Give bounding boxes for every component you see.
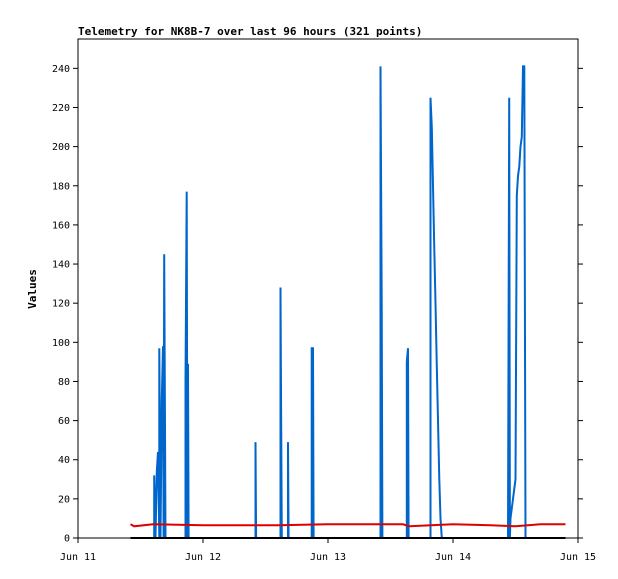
y-tick-label: 240 xyxy=(52,64,70,75)
chart-title: Telemetry for NK8B-7 over last 96 hours … xyxy=(78,25,422,38)
x-axis: Jun 11 Jun 12 Jun 13 Jun 14 Jun 15 xyxy=(60,538,596,563)
y-tick-label: 100 xyxy=(52,338,70,349)
plot-area xyxy=(77,38,579,539)
y-tick-label: 120 xyxy=(52,299,70,310)
y-tick-label: 200 xyxy=(52,142,70,153)
y-tick-label: 180 xyxy=(52,181,70,192)
series-layer xyxy=(130,65,566,539)
x-tick-label: Jun 14 xyxy=(435,552,471,563)
y-tick-label: 80 xyxy=(58,377,70,388)
y-tick-label: 0 xyxy=(64,534,70,545)
y-axis: 0 20 40 60 80 100 120 140 160 180 200 220 240 xyxy=(52,64,583,545)
y-tick-label: 140 xyxy=(52,260,70,271)
y-tick-label: 20 xyxy=(58,494,70,505)
x-tick-label: Jun 12 xyxy=(185,552,221,563)
y-tick-label: 40 xyxy=(58,455,70,466)
x-tick-label: Jun 11 xyxy=(60,552,96,563)
x-tick-label: Jun 15 xyxy=(560,552,596,563)
series-line-1 xyxy=(130,523,566,528)
y-tick-label: 160 xyxy=(52,220,70,231)
y-tick-label: 220 xyxy=(52,103,70,114)
x-tick-label: Jun 13 xyxy=(310,552,346,563)
series-line-0 xyxy=(153,65,527,539)
y-tick-label: 60 xyxy=(58,416,70,427)
y-axis-label: Values xyxy=(26,269,39,309)
